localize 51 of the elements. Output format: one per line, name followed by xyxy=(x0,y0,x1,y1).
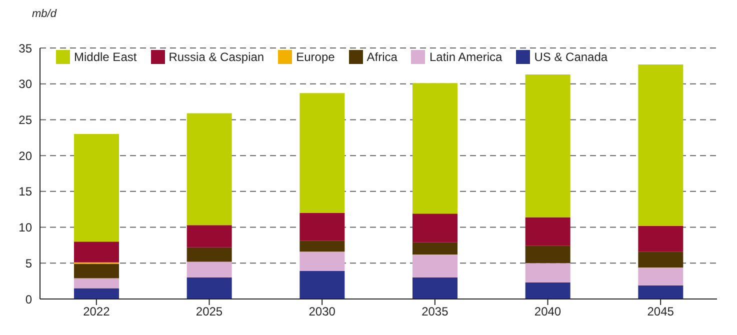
bar xyxy=(525,217,570,246)
bar xyxy=(412,83,458,214)
bar xyxy=(412,277,458,299)
bar xyxy=(525,282,570,299)
x-tick-label: 2045 xyxy=(647,304,674,319)
bar xyxy=(186,262,232,278)
x-tick-label: 2030 xyxy=(308,304,336,319)
y-tick-label: 20 xyxy=(18,148,32,163)
y-axis-title: mb/d xyxy=(32,8,56,20)
bar xyxy=(300,271,345,299)
x-tick-label: 2035 xyxy=(422,304,449,319)
bar xyxy=(638,64,684,226)
bar xyxy=(638,267,684,286)
legend-label: Europe xyxy=(295,50,335,64)
legend-label: Middle East xyxy=(73,50,137,64)
bar xyxy=(186,225,232,248)
bar xyxy=(186,113,232,226)
bar xyxy=(300,93,345,213)
bar xyxy=(300,212,345,241)
y-tick-label: 35 xyxy=(18,41,32,56)
x-tick-label: 2022 xyxy=(83,304,110,319)
y-tick-label: 0 xyxy=(25,292,32,306)
legend-label: US & Canada xyxy=(533,50,608,64)
bar xyxy=(186,247,232,262)
y-tick-label: 25 xyxy=(18,112,32,127)
bar xyxy=(300,240,345,252)
legend-label: Latin America xyxy=(428,50,502,64)
bar xyxy=(300,252,345,272)
bar xyxy=(412,242,458,255)
y-tick-label: 15 xyxy=(18,184,32,199)
bar xyxy=(74,288,119,299)
bar xyxy=(74,242,119,262)
bar xyxy=(74,134,119,242)
bar xyxy=(412,214,458,242)
bar xyxy=(638,252,684,268)
legend-label: Russia & Caspian xyxy=(168,50,264,64)
bar xyxy=(525,263,570,283)
bar xyxy=(525,74,570,218)
legend-label: Africa xyxy=(366,50,398,64)
x-tick-label: 2025 xyxy=(196,304,223,319)
bar xyxy=(74,278,119,288)
y-tick-label: 30 xyxy=(18,77,32,92)
bar xyxy=(74,264,119,278)
y-tick-label: 5 xyxy=(25,256,32,270)
bar xyxy=(638,285,684,299)
bar xyxy=(638,226,684,252)
x-tick-label: 2040 xyxy=(534,304,562,319)
bar xyxy=(525,246,570,264)
y-tick-label: 10 xyxy=(18,220,32,235)
bar xyxy=(412,254,458,278)
bar xyxy=(186,277,232,299)
